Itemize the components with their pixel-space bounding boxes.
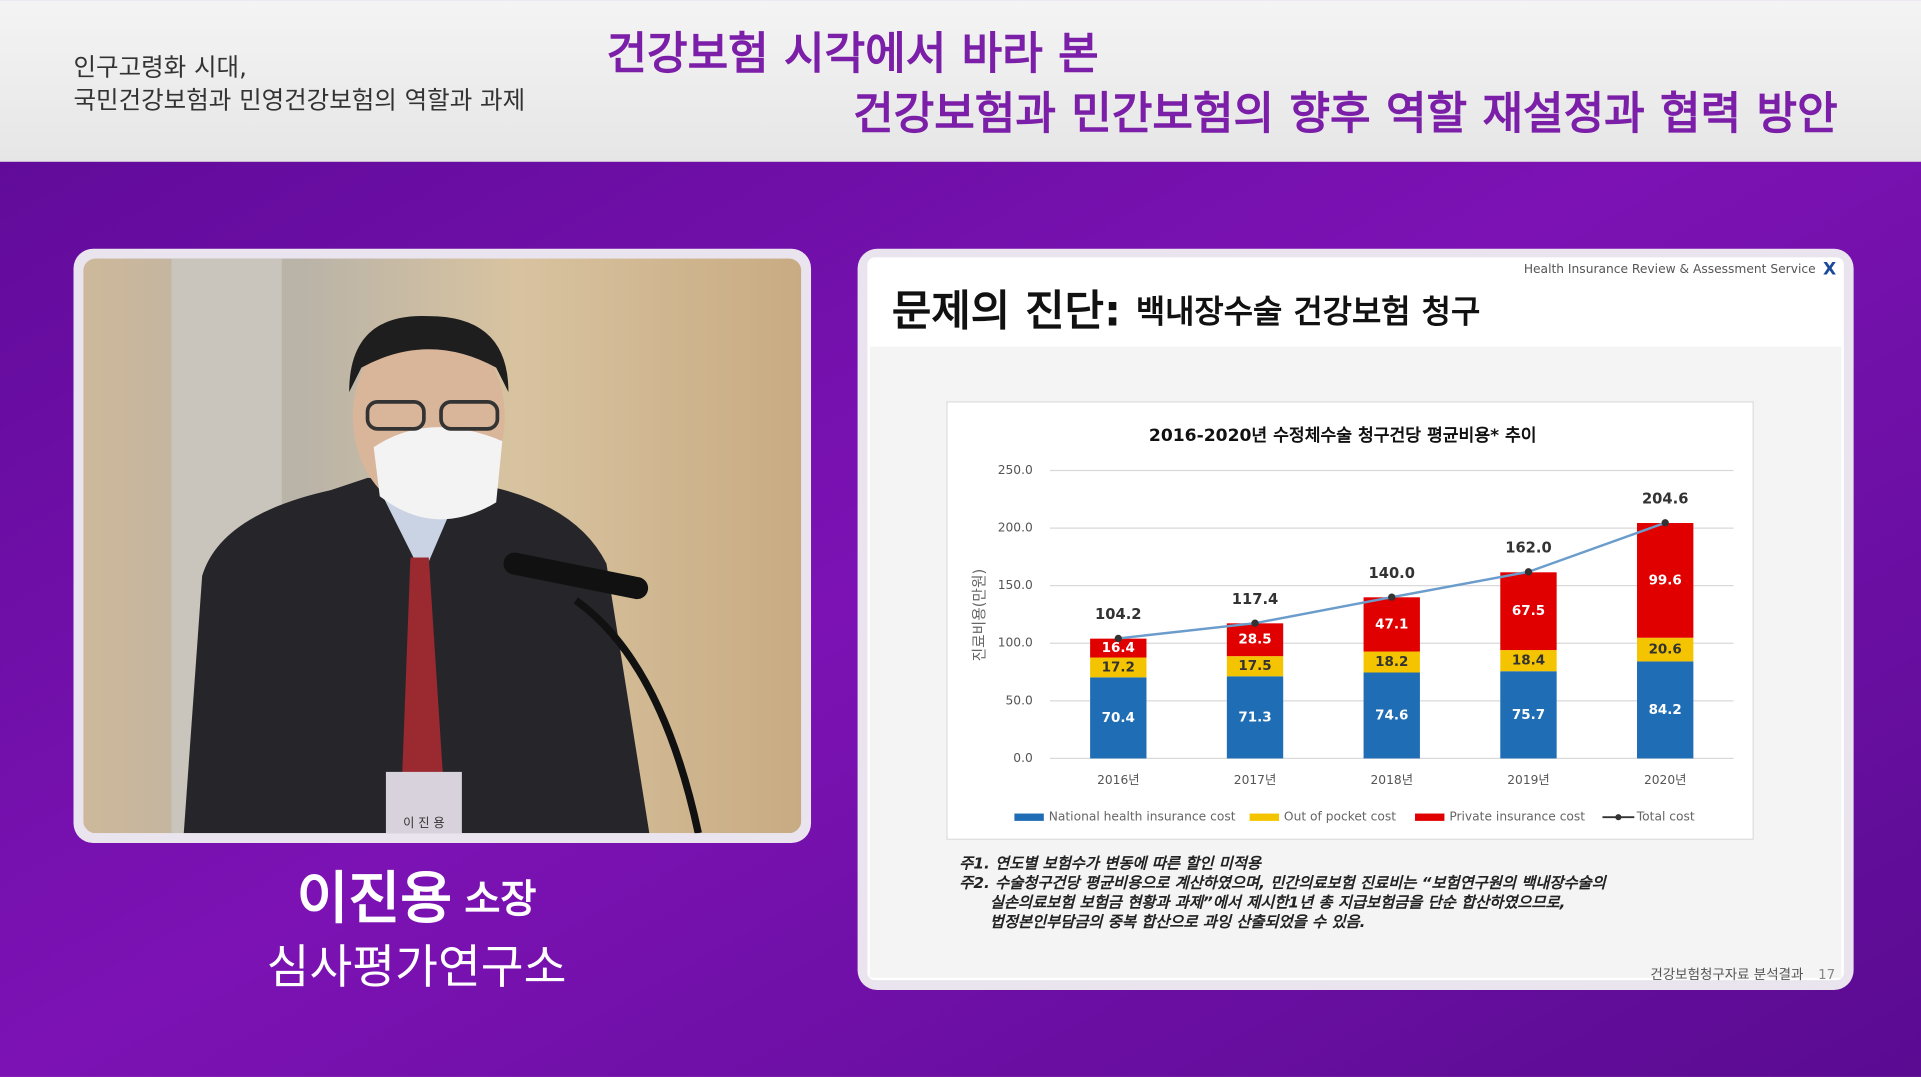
note: 실손의료보험 보험금 현황과 과제”에서 제시한1년 총 지급보험금을 단순 합… [990,893,1566,911]
chart-title: 2016-2020년 수정체수술 청구건당 평균비용* 추이 [1149,425,1537,446]
bar-segment [1637,661,1694,759]
total-label: 162.0 [1505,540,1551,557]
header-subtitle: 인구고령화 시대, [74,53,247,82]
y-axis-label: 진료비용(만원) [971,569,988,662]
header-bar [0,0,1921,162]
value-label: 67.5 [1512,603,1545,619]
bar-segment [1363,651,1420,673]
total-point [1114,634,1122,643]
y-tick-label: 200.0 [998,521,1033,535]
value-label: 70.4 [1102,710,1135,726]
total-point [1251,619,1259,627]
chart-box [946,401,1754,840]
value-label: 75.7 [1512,707,1545,723]
bar-segment [1637,523,1694,638]
y-tick-label: 50.0 [1006,693,1033,707]
bar-segment [1500,650,1557,672]
header-title: 건강보험과 민간보험의 향후 역할 재설정과 협력 방안 [853,88,1838,139]
legend-label: National health insurance cost [1049,810,1236,824]
legend-swatch [1249,813,1280,821]
value-label: 18.4 [1512,653,1545,669]
value-label: 20.6 [1649,642,1682,658]
x-tick-label: 2018년 [1371,773,1413,787]
speaker-name: 이진용 [297,866,453,931]
y-tick-label: 100.0 [998,636,1033,650]
bar-segment [1500,572,1557,651]
total-label: 140.0 [1369,565,1415,582]
page-number: 17 [1818,967,1835,983]
x-tick-label: 2020년 [1644,773,1686,787]
total-label: 204.6 [1642,491,1688,508]
value-label: 74.6 [1375,707,1408,723]
bar-segment [1226,623,1284,657]
bar-segment [1226,676,1284,759]
header-subtitle: 국민건강보험과 민영건강보험의 역할과 과제 [74,86,526,115]
speaker-role: 소장 [464,877,536,922]
y-tick-label: 150.0 [998,578,1033,592]
header-title: 건강보험 시각에서 바라 본 [606,28,1098,79]
nameplate: 이 진 용 [403,816,445,830]
total-label: 104.2 [1095,606,1141,623]
slide-org: Health Insurance Review & Assessment Ser… [1524,262,1816,276]
value-label: 17.2 [1102,659,1135,675]
legend-swatch [1415,813,1445,821]
total-point [1388,593,1396,601]
value-label: 84.2 [1649,702,1682,718]
value-label: 17.5 [1238,658,1271,674]
note: 법정본인부담금의 중복 합산으로 과잉 산출되었을 수 있음. [990,913,1366,931]
value-label: 47.1 [1375,616,1408,632]
legend-label: Private insurance cost [1449,810,1585,824]
bar-segment [1090,657,1147,678]
legend-swatch [1615,814,1622,821]
value-label: 99.6 [1649,572,1682,588]
y-tick-label: 0.0 [1013,751,1032,765]
value-label: 18.2 [1375,654,1408,670]
x-tick-label: 2019년 [1507,773,1549,787]
bar-segment [1363,672,1420,759]
note: 주2. 수술청구건당 평균비용으로 계산하였으며, 민간의료보험 진료비는 “보… [959,874,1607,892]
bar-segment [1090,638,1147,658]
total-label: 117.4 [1232,591,1278,608]
bar-segment [1090,677,1147,759]
bar-segment [1500,671,1557,759]
value-label: 16.4 [1102,640,1135,656]
legend-label: Out of pocket cost [1284,810,1396,824]
note: 주1. 연도별 보험수가 변동에 따른 할인 미적용 [959,854,1263,872]
legend-swatch [1014,813,1044,821]
speaker-organization: 심사평가연구소 [267,940,567,994]
bar-segment [1226,656,1284,677]
slide-footer: 건강보험청구자료 분석결과 [1650,967,1803,983]
speaker-name-line: 이진용 소장 [297,866,537,931]
y-tick-label: 250.0 [998,463,1033,477]
speaker-video: 이 진 용 [83,258,802,834]
bar-segment [1363,597,1420,652]
slide-title-line: 문제의 진단: 백내장수술 건강보험 청구 [892,286,1480,336]
logo: X [1823,260,1836,280]
legend-label: Total cost [1636,810,1695,824]
total-point [1524,568,1533,576]
slide-title: 문제의 진단: [892,286,1121,336]
total-point [1661,519,1669,527]
bar-segment [1637,637,1694,662]
x-tick-label: 2016년 [1097,773,1139,787]
value-label: 71.3 [1238,709,1271,725]
x-tick-label: 2017년 [1234,773,1276,787]
value-label: 28.5 [1238,632,1271,648]
slide-subtitle: 백내장수술 건강보험 청구 [1136,293,1480,331]
